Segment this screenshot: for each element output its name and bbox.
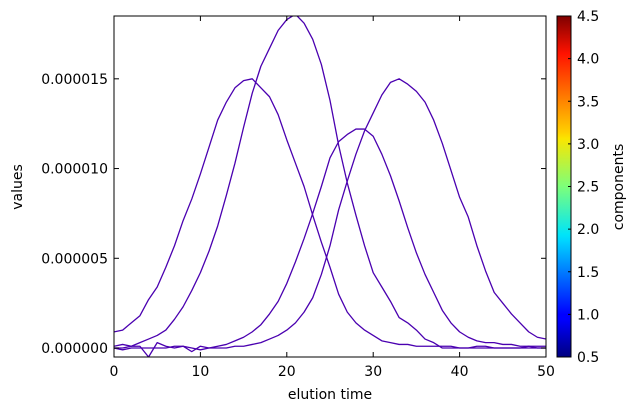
series-line-2 <box>114 16 546 349</box>
colorbar-tick-label: 3.0 <box>577 137 599 153</box>
colorbar-label: components <box>611 144 627 231</box>
colorbar-tick-label: 1.5 <box>577 265 599 281</box>
colorbar-tick-label: 1.0 <box>577 307 599 323</box>
x-axis: 0 10 20 30 40 50 <box>110 16 555 380</box>
x-tick-label: 20 <box>278 364 296 380</box>
y-tick-label: 0.000005 <box>41 251 108 267</box>
y-axis: 0.000000 0.000005 0.000010 0.000015 <box>41 72 546 357</box>
x-tick-label: 0 <box>110 364 119 380</box>
colorbar-tick-label: 4.0 <box>577 52 599 68</box>
series-group <box>114 16 546 357</box>
y-tick-label: 0.000000 <box>41 341 108 357</box>
y-tick-label: 0.000015 <box>41 72 108 88</box>
colorbar-tick-label: 2.0 <box>577 222 599 238</box>
x-tick-label: 40 <box>451 364 469 380</box>
y-tick-label: 0.000010 <box>41 162 108 178</box>
x-tick-label: 10 <box>191 364 209 380</box>
y-axis-label: values <box>10 164 26 210</box>
x-axis-label: elution time <box>288 387 372 403</box>
colorbar-tick-label: 0.5 <box>577 350 599 366</box>
colorbar-tick-label: 2.5 <box>577 180 599 196</box>
series-line-4 <box>114 78 546 351</box>
colorbar-tick-label: 4.5 <box>577 9 599 25</box>
colorbar-ticks: 0.5 1.0 1.5 2.0 2.5 3.0 3.5 4.0 4.5 <box>568 9 599 366</box>
x-tick-label: 30 <box>364 364 382 380</box>
series-line-3 <box>114 128 546 357</box>
colorbar-tick-label: 3.5 <box>577 94 599 110</box>
plot-frame <box>113 15 547 358</box>
series-line-1 <box>114 78 546 349</box>
x-tick-label: 50 <box>537 364 555 380</box>
